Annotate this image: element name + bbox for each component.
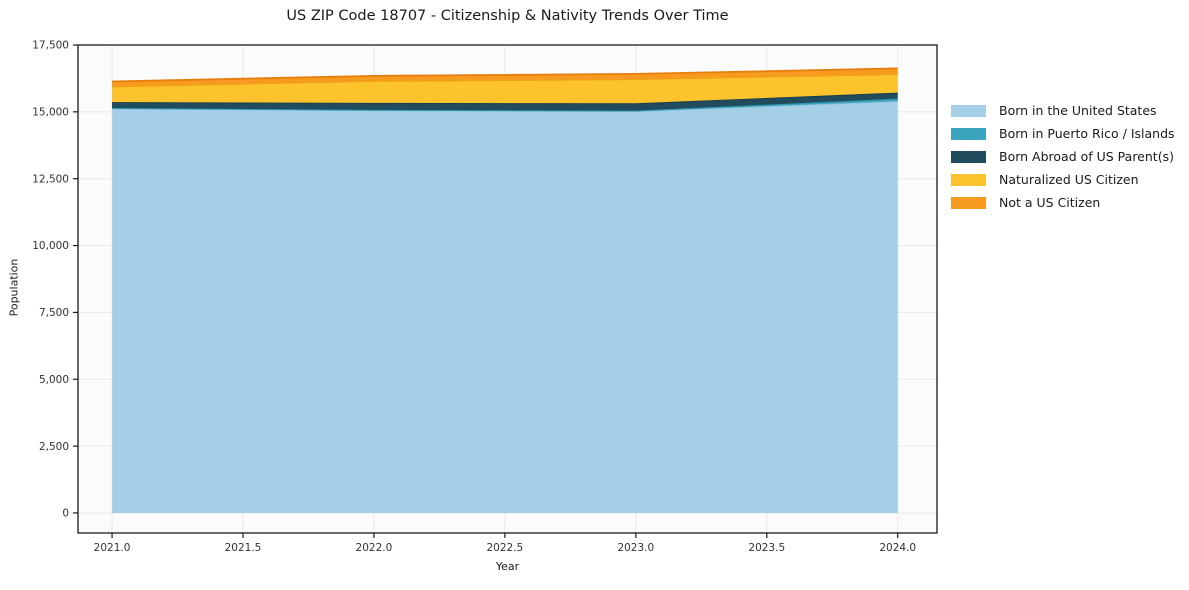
legend-swatch-icon bbox=[951, 196, 986, 209]
y-axis: 0 2,500 5,000 7,500 10,000 12,500 15,000 17,500 bbox=[32, 40, 78, 520]
area-born-in-the-united-states bbox=[112, 101, 898, 513]
legend-item-born-in-puerto-rico-islands: Born in Puerto Rico / Islands bbox=[951, 122, 1175, 145]
y-tick-label: 17,500 bbox=[32, 40, 69, 52]
legend-swatch-icon bbox=[951, 104, 986, 117]
x-tick-label: 2023.0 bbox=[617, 542, 654, 554]
chart-title: US ZIP Code 18707 - Citizenship & Nativi… bbox=[286, 8, 729, 24]
x-tick-label: 2023.5 bbox=[748, 542, 785, 554]
legend-swatch-icon bbox=[951, 127, 986, 140]
y-tick-label: 12,500 bbox=[32, 173, 69, 185]
x-tick-label: 2024.0 bbox=[879, 542, 916, 554]
chart-legend: Born in the United States Born in Puerto … bbox=[951, 99, 1175, 214]
area-naturalized-us-citizen bbox=[112, 74, 898, 104]
line-not-a-us-citizen bbox=[112, 67, 898, 83]
legend-label: Born Abroad of US Parent(s) bbox=[999, 149, 1174, 164]
area-born-abroad-of-us-parent-s bbox=[112, 92, 898, 111]
x-tick-label: 2022.5 bbox=[487, 542, 524, 554]
legend-swatch-icon bbox=[951, 150, 986, 163]
x-tick-label: 2021.0 bbox=[94, 542, 131, 554]
y-tick-label: 2,500 bbox=[39, 441, 69, 453]
legend-item-born-abroad-of-us-parent-s: Born Abroad of US Parent(s) bbox=[951, 145, 1175, 168]
axes-spines bbox=[77, 44, 938, 534]
y-tick-label: 5,000 bbox=[39, 374, 69, 386]
legend-item-naturalized-us-citizen: Naturalized US Citizen bbox=[951, 168, 1175, 191]
y-tick-label: 7,500 bbox=[39, 307, 69, 319]
legend-label: Born in Puerto Rico / Islands bbox=[999, 126, 1175, 141]
legend-item-not-a-us-citizen: Not a US Citizen bbox=[951, 191, 1175, 214]
y-tick-label: 15,000 bbox=[32, 107, 69, 119]
legend-item-born-in-the-united-states: Born in the United States bbox=[951, 99, 1175, 122]
x-axis-title: Year bbox=[495, 560, 520, 573]
stacked-areas bbox=[112, 67, 898, 513]
legend-label: Not a US Citizen bbox=[999, 195, 1101, 210]
x-axis: 2021.0 2021.5 2022.0 2022.5 2023.0 2023.5 2024… bbox=[94, 533, 916, 554]
legend-label: Naturalized US Citizen bbox=[999, 172, 1139, 187]
y-tick-label: 10,000 bbox=[32, 240, 69, 252]
y-axis-title: Population bbox=[7, 258, 21, 317]
legend-label: Born in the United States bbox=[999, 103, 1157, 118]
x-tick-label: 2021.5 bbox=[225, 542, 262, 554]
y-tick-label: 0 bbox=[62, 508, 69, 520]
x-tick-label: 2022.0 bbox=[356, 542, 393, 554]
legend-swatch-icon bbox=[951, 173, 986, 186]
